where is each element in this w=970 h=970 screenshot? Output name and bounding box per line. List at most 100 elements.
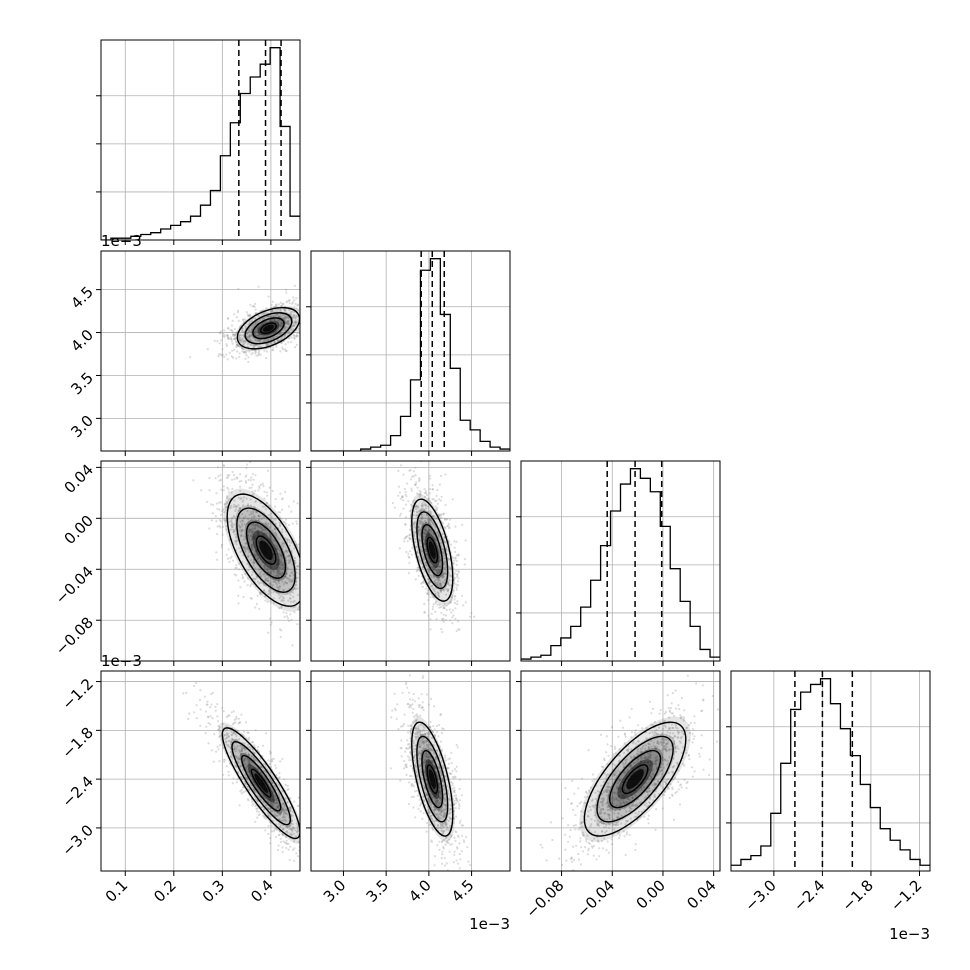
scatter-point <box>450 543 453 546</box>
scatter-point <box>437 532 440 535</box>
panel-2-1 <box>306 460 511 666</box>
scatter-point <box>240 339 243 342</box>
scatter-point <box>230 337 233 341</box>
scatter-point <box>268 525 271 528</box>
scatter-point <box>438 603 441 607</box>
scatter-point <box>429 501 432 504</box>
scatter-point <box>273 341 276 344</box>
scatter-point <box>278 607 281 610</box>
scatter-point <box>426 505 429 508</box>
scatter-point <box>312 312 314 314</box>
scatter-point <box>301 325 303 327</box>
scatter-point <box>273 802 276 805</box>
scatter-point <box>248 565 251 569</box>
scatter-point <box>277 579 280 582</box>
scatter-point <box>438 783 441 786</box>
scatter-point <box>254 519 257 522</box>
scatter-point <box>268 821 272 824</box>
scatter-point <box>272 559 275 563</box>
scatter-point <box>266 339 269 342</box>
scatter-point <box>278 586 281 589</box>
scatter-point <box>224 502 227 505</box>
scatter-point <box>278 315 281 318</box>
scatter-point <box>228 506 231 509</box>
scatter-point <box>283 551 286 554</box>
scatter-point <box>301 591 303 593</box>
scatter-point <box>414 764 417 767</box>
scatter-point <box>430 576 433 579</box>
scatter-point <box>262 814 265 818</box>
scatter-point <box>263 497 266 500</box>
scatter-point <box>424 770 427 773</box>
scatter-point <box>250 518 253 521</box>
scatter-point <box>285 842 288 845</box>
scatter-point <box>413 535 416 538</box>
scatter-point <box>458 628 461 631</box>
scatter-point <box>418 559 421 562</box>
scatter-point <box>391 709 394 712</box>
scatter-point <box>230 517 233 520</box>
scatter-point <box>252 781 255 784</box>
scatter-point <box>433 794 436 797</box>
scatter-point <box>269 799 272 802</box>
scatter-point <box>275 583 278 586</box>
scatter-point <box>253 751 256 754</box>
scatter-point <box>295 852 298 855</box>
scatter-point <box>442 617 445 620</box>
scatter-point <box>273 332 276 335</box>
scatter-point <box>256 799 259 803</box>
scatter-point <box>255 807 258 810</box>
scatter-point <box>448 557 451 561</box>
scatter-point <box>295 335 298 338</box>
scatter-point <box>271 489 274 493</box>
scatter-point <box>408 674 411 677</box>
scatter-point <box>264 343 267 346</box>
scatter-point <box>243 546 246 549</box>
scatter-point <box>239 790 242 793</box>
scatter-point <box>294 323 297 326</box>
scatter-point <box>283 334 286 337</box>
scatter-point <box>283 325 286 328</box>
scatter-point <box>247 760 250 763</box>
scatter-point <box>441 522 445 525</box>
scatter-point <box>241 519 244 523</box>
scatter-point <box>278 776 281 779</box>
scatter-point <box>290 541 293 544</box>
scatter-point <box>277 562 280 565</box>
scatter-point <box>437 570 440 573</box>
scatter-point <box>287 333 290 336</box>
scatter-point <box>231 782 234 785</box>
scatter-point <box>281 833 284 836</box>
scatter-point <box>222 335 225 338</box>
scatter-point <box>441 840 444 844</box>
scatter-point <box>219 478 223 481</box>
scatter-point <box>418 489 421 492</box>
scatter-point <box>432 498 435 501</box>
scatter-point <box>257 339 260 342</box>
scatter-point <box>250 779 253 782</box>
scatter-point <box>255 549 258 552</box>
scatter-point <box>418 478 421 481</box>
scatter-point <box>289 824 292 827</box>
scatter-point <box>257 330 260 333</box>
panel-frame <box>100 460 301 662</box>
scatter-point <box>264 829 267 832</box>
scatter-point <box>290 618 293 621</box>
scatter-point <box>434 790 437 793</box>
scatter-point <box>446 590 449 593</box>
scatter-point <box>294 317 297 320</box>
scatter-point <box>286 320 289 323</box>
scatter-point <box>241 746 244 749</box>
scatter-point <box>296 623 299 626</box>
scatter-point <box>251 543 254 546</box>
scatter-point <box>293 320 296 323</box>
scatter-point <box>276 335 279 338</box>
scatter-point <box>279 825 282 828</box>
scatter-point <box>270 516 273 519</box>
scatter-point <box>244 757 247 760</box>
scatter-point <box>301 315 303 317</box>
scatter-point <box>292 334 296 337</box>
scatter-point <box>306 576 308 578</box>
contour-line <box>244 312 293 345</box>
scatter-point <box>287 524 290 527</box>
